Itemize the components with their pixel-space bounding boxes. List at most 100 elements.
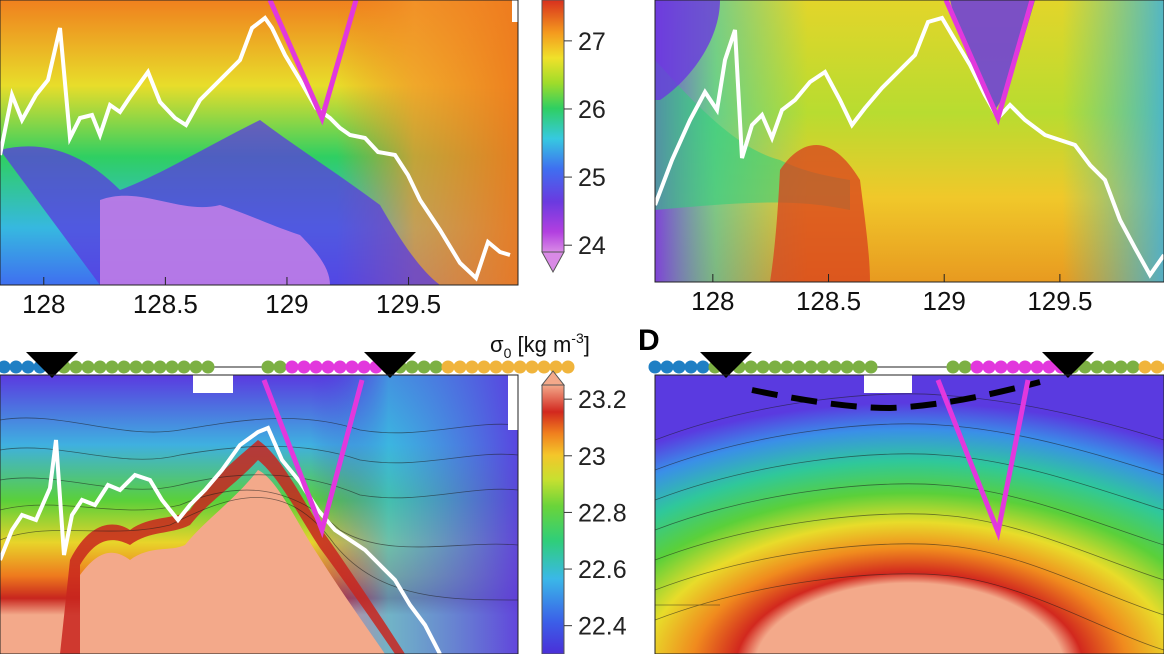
x-tick-label: 129.5 xyxy=(1027,286,1092,316)
heatmap-field xyxy=(655,375,1164,654)
station-marker xyxy=(153,360,167,374)
front-wedge xyxy=(935,379,1031,541)
colorbar-tick-label: 24 xyxy=(578,232,606,260)
station-marker xyxy=(792,360,806,374)
contour-band-red xyxy=(60,440,405,654)
panel-bottom-left xyxy=(0,352,575,654)
station-marker xyxy=(660,360,674,374)
mixed-layer-line xyxy=(0,15,511,282)
x-tick-label: 128 xyxy=(691,286,734,316)
colorbar-gradient xyxy=(541,0,565,253)
station-marker xyxy=(177,360,191,374)
station-marker xyxy=(261,360,275,374)
dense-water-mass xyxy=(80,470,385,654)
station-marker xyxy=(273,360,287,374)
station-marker xyxy=(768,360,782,374)
station-marker xyxy=(21,360,35,374)
station-marker xyxy=(537,360,551,374)
station-marker xyxy=(321,360,335,374)
station-marker xyxy=(9,360,23,374)
axes-frame xyxy=(0,374,519,654)
colorbar-tick-label: 23.2 xyxy=(578,386,627,414)
x-tick-label: 129.5 xyxy=(376,289,441,319)
station-marker xyxy=(189,360,203,374)
colorbar-ticks: 24 25 26 27 xyxy=(564,28,606,260)
x-tick-label: 128.5 xyxy=(133,289,198,319)
station-marker xyxy=(958,360,972,374)
station-marker xyxy=(141,360,155,374)
colorbar-ticks: 23.2 23 22.8 22.6 22.4 xyxy=(564,386,627,641)
station-marker xyxy=(864,360,878,374)
station-marker xyxy=(1102,360,1116,374)
station-marker xyxy=(946,360,960,374)
station-marker xyxy=(840,360,854,374)
station-marker xyxy=(1042,360,1056,374)
station-marker xyxy=(970,360,984,374)
station-marker xyxy=(828,360,842,374)
colorbar-tick-label: 22.4 xyxy=(578,613,627,641)
triangle-marker-west xyxy=(700,352,752,378)
station-marker xyxy=(780,360,794,374)
station-marker xyxy=(345,360,359,374)
station-marker xyxy=(1126,360,1140,374)
station-marker xyxy=(982,360,996,374)
station-marker xyxy=(756,360,770,374)
axes-frame xyxy=(0,0,519,286)
colorbar-top: 24 25 26 27 xyxy=(541,0,606,274)
station-marker xyxy=(165,360,179,374)
density-contours xyxy=(654,393,1164,651)
station-marker xyxy=(1006,360,1020,374)
panel-bottom-right: D xyxy=(638,324,1164,654)
axes-frame xyxy=(654,0,1164,283)
x-tick-label: 129 xyxy=(923,286,966,316)
station-marker xyxy=(684,360,698,374)
x-tick-label: 128.5 xyxy=(796,286,861,316)
colorbar-tick-label: 22.8 xyxy=(578,499,627,527)
station-marker xyxy=(672,360,686,374)
station-marker xyxy=(561,360,575,374)
dashed-line xyxy=(751,379,1041,412)
station-marker xyxy=(489,360,503,374)
colorbar-bottom: σ0 [kg m-3] 23.2 23 22.8 22.6 22.4 xyxy=(490,330,627,654)
front-wedge xyxy=(943,0,1035,126)
station-marker xyxy=(744,360,758,374)
panel-top-left: 128 128.5 129 129.5 xyxy=(0,0,519,319)
x-tick-label: 129 xyxy=(265,289,308,319)
colorbar-tick-label: 25 xyxy=(578,164,606,192)
x-axis-ticks: 128 128.5 129 129.5 xyxy=(22,277,441,319)
station-marker xyxy=(994,360,1008,374)
station-marker xyxy=(357,360,371,374)
colorbar-tick-label: 23 xyxy=(578,443,606,471)
station-marker xyxy=(465,360,479,374)
data-gap xyxy=(512,0,518,22)
station-marker xyxy=(429,360,443,374)
panel-letter: D xyxy=(638,324,660,357)
station-marker xyxy=(852,360,866,374)
x-axis-ticks: 128 128.5 129 129.5 xyxy=(691,274,1092,316)
mixed-layer-line xyxy=(0,425,442,654)
colorbar-extend-arrow xyxy=(541,251,565,274)
axes-frame xyxy=(654,374,1164,654)
station-marker xyxy=(93,360,107,374)
heatmap-red-core xyxy=(770,145,870,282)
station-marker xyxy=(405,360,419,374)
heatmap-purple-corner xyxy=(655,0,720,100)
station-marker xyxy=(1018,360,1032,374)
station-marker xyxy=(69,360,83,374)
station-marker xyxy=(81,360,95,374)
station-marker xyxy=(1090,360,1104,374)
station-marker xyxy=(696,360,710,374)
colorbar-gradient xyxy=(541,384,565,654)
panel-top-right: 128 128.5 129 129.5 xyxy=(653,0,1164,316)
station-marker xyxy=(309,360,323,374)
station-marker xyxy=(816,360,830,374)
density-contours xyxy=(0,417,519,601)
heatmap-lightest-core xyxy=(100,195,330,285)
station-marker xyxy=(417,360,431,374)
station-marker xyxy=(549,360,563,374)
station-marker xyxy=(1138,360,1152,374)
data-gap xyxy=(864,375,912,393)
front-wedge xyxy=(261,379,365,539)
station-marker xyxy=(441,360,455,374)
